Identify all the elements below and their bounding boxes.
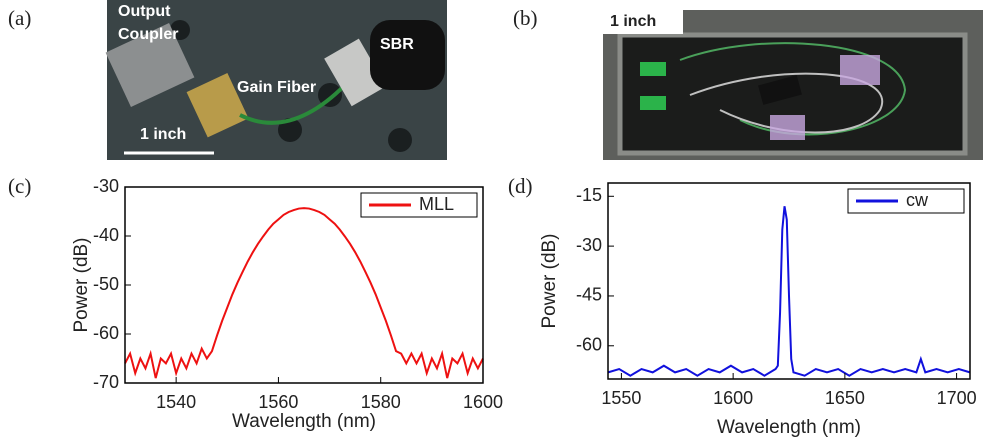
y-tick-label: -30: [93, 176, 119, 196]
panel-label: (a): [8, 6, 31, 30]
y-axis-label: Power (dB): [539, 233, 560, 328]
photo-b: 1 inch: [603, 10, 983, 160]
photo-a: Output Coupler Gain Fiber SBR 1 inch: [105, 0, 447, 160]
data-line: [124, 207, 484, 379]
y-tick-label: -40: [93, 225, 119, 245]
x-tick-label: 1540: [156, 392, 196, 412]
x-tick-label: 1700: [937, 388, 977, 408]
y-tick-label: -15: [576, 185, 602, 205]
y-tick-label: -45: [576, 285, 602, 305]
y-axis-label: Power (dB): [71, 237, 92, 332]
x-axis-label: Wavelength (nm): [717, 417, 861, 438]
y-tick-label: -60: [576, 335, 602, 355]
legend-label: cw: [906, 190, 929, 210]
panel-label: (b): [513, 6, 538, 30]
x-tick-label: 1560: [258, 392, 298, 412]
photo-label: Coupler: [118, 26, 178, 43]
scale-label: 1 inch: [610, 13, 656, 30]
legend-label: MLL: [419, 194, 454, 214]
scale-label: 1 inch: [140, 126, 186, 143]
x-tick-label: 1600: [463, 392, 503, 412]
x-tick-label: 1580: [361, 392, 401, 412]
photo-label: Output: [118, 3, 171, 20]
y-tick-label: -60: [93, 323, 119, 343]
y-tick-label: -50: [93, 274, 119, 294]
plot-frame: [607, 182, 971, 380]
x-tick-label: 1550: [601, 388, 641, 408]
photo-label: Gain Fiber: [237, 79, 316, 96]
panel-label: (c): [8, 174, 31, 198]
panel-label: (d): [508, 174, 533, 198]
photo-label: SBR: [380, 36, 414, 53]
y-tick-label: -30: [576, 235, 602, 255]
x-axis-label: Wavelength (nm): [232, 411, 376, 432]
data-line: [607, 206, 971, 377]
y-tick-label: -70: [93, 372, 119, 392]
x-tick-label: 1600: [713, 388, 753, 408]
x-tick-label: 1650: [825, 388, 865, 408]
